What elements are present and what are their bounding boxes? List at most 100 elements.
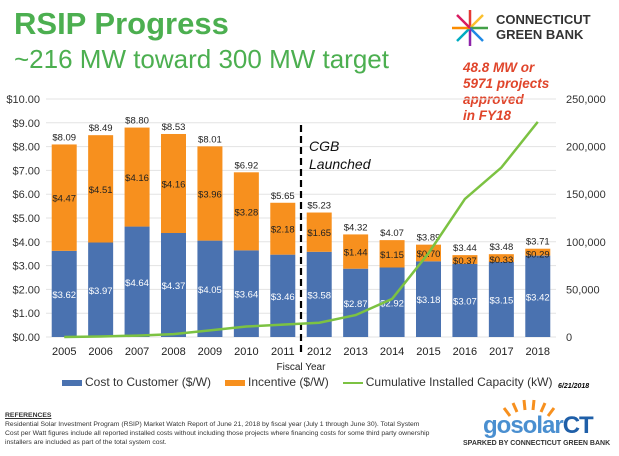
legend-item-incentive: Incentive ($/W)	[225, 375, 329, 389]
incentive-data-label: $0.37	[453, 256, 477, 267]
chart-legend: Cost to Customer ($/W) Incentive ($/W) C…	[62, 375, 552, 389]
bar-incentive	[197, 146, 223, 241]
y-tick-label: $0.00	[12, 332, 40, 344]
total-data-label: $8.53	[162, 122, 186, 133]
incentive-data-label: $1.65	[307, 228, 331, 239]
x-tick-label: 2017	[489, 346, 513, 358]
legend-label: Cost to Customer ($/W)	[85, 375, 212, 389]
cost-data-label: $4.05	[198, 285, 222, 296]
legend-swatch	[62, 379, 82, 386]
x-tick-label: 2018	[526, 346, 550, 358]
y-tick-label: $4.00	[12, 237, 40, 249]
connecticut-green-bank-logo: CONNECTICUT GREEN BANK	[450, 8, 610, 48]
legend-label: Cumulative Installed Capacity (kW)	[365, 375, 553, 389]
references-text: Residential Solar Investment Program (RS…	[5, 421, 430, 446]
bar-incentive	[488, 254, 514, 263]
y2-tick-label: 0	[566, 332, 572, 344]
incentive-data-label: $4.51	[89, 185, 113, 196]
cost-data-label: $2.92	[380, 298, 404, 309]
total-data-label: $5.23	[307, 201, 331, 212]
x-tick-label: 2011	[271, 346, 295, 358]
x-tick-label: 2015	[416, 346, 440, 358]
cost-data-label: $3.42	[526, 292, 550, 303]
bar-cost	[88, 242, 114, 337]
capacity-line	[64, 121, 539, 339]
y-tick-label: $3.00	[12, 261, 40, 273]
incentive-data-label: $4.16	[125, 173, 149, 184]
total-data-label: $3.48	[489, 242, 513, 253]
y-tick-label: $6.00	[12, 189, 40, 201]
total-data-label: $6.92	[234, 160, 258, 171]
y-tick-label: $2.00	[12, 284, 40, 296]
cost-data-label: $3.15	[489, 296, 513, 307]
y2-tick-label: 200,000	[566, 142, 606, 154]
cost-data-label: $3.62	[52, 290, 76, 301]
y-tick-label: $1.00	[12, 308, 40, 320]
rsip-chart: $0.00 $1.00 $2.00 $3.00 $4.00 $5.00 $6.00 $7.00…	[6, 94, 606, 373]
y2-tick-label: 250,000	[566, 94, 606, 106]
annotation-line: in FY18	[463, 108, 512, 123]
gosolar-ct-logo: gosolarCT SPARKED BY CONNECTICUT GREEN B…	[455, 396, 615, 452]
legend-label: Incentive ($/W)	[248, 375, 329, 389]
y2-tick-label: 50,000	[566, 284, 600, 296]
annotation-line: 5971 projects	[463, 76, 550, 91]
y2-tick-label: 150,000	[566, 189, 606, 201]
bar-incentive	[233, 172, 259, 251]
total-data-label: $3.44	[453, 243, 477, 254]
x-tick-label: 2014	[380, 346, 404, 358]
bar-incentive	[270, 202, 296, 255]
y-tick-label: $9.00	[12, 118, 40, 130]
marker-label: CGB	[309, 138, 339, 154]
incentive-data-label: $3.96	[198, 189, 222, 200]
legend-swatch	[342, 381, 363, 384]
cost-data-label: $4.37	[162, 281, 186, 292]
annotation-line: 48.8 MW or	[463, 60, 535, 75]
incentive-data-label: $1.44	[344, 248, 368, 259]
cost-data-label: $3.07	[453, 296, 477, 307]
bar-incentive	[452, 255, 478, 264]
cost-data-label: $3.97	[89, 286, 113, 297]
bar-cost	[161, 232, 186, 337]
bar-cost	[416, 261, 441, 337]
bar-incentive	[306, 212, 332, 252]
y-tick-label: $7.00	[12, 165, 40, 177]
x-tick-label: 2012	[307, 346, 331, 358]
x-tick-label: 2010	[234, 346, 258, 358]
cost-data-label: $2.87	[344, 299, 368, 310]
legend-item-capacity: Cumulative Installed Capacity (kW)	[342, 375, 553, 389]
total-data-label: $5.65	[271, 191, 295, 202]
marker-label: Launched	[309, 156, 372, 172]
starburst-icon	[452, 10, 488, 46]
x-tick-label: 2013	[343, 346, 367, 358]
fy18-annotation: 48.8 MW or 5971 projects approved in FY1…	[463, 60, 549, 124]
bar-cost	[488, 262, 514, 337]
report-date: 6/21/2018	[558, 383, 590, 390]
ct-text: CT	[562, 412, 594, 439]
bar-incentive	[343, 234, 369, 269]
x-tick-label: 2005	[52, 346, 76, 358]
incentive-data-label: $0.33	[489, 255, 513, 266]
y-tick-label: $10.00	[6, 94, 40, 106]
bar-cost	[452, 263, 478, 337]
cost-data-label: $3.64	[234, 290, 258, 301]
x-axis-label: Fiscal Year	[277, 362, 327, 373]
incentive-data-label: $2.18	[271, 225, 295, 236]
references-heading: REFERENCES	[5, 412, 52, 419]
legend-item-cost: Cost to Customer ($/W)	[62, 375, 211, 389]
bar-incentive	[88, 135, 114, 243]
bar-incentive	[525, 248, 551, 256]
gosolar-text: gosolar	[483, 412, 564, 439]
cost-data-label: $3.18	[417, 295, 441, 306]
x-tick-label: 2016	[453, 346, 477, 358]
total-data-label: $4.07	[380, 228, 404, 239]
bar-incentive	[51, 144, 77, 251]
bar-incentive	[379, 240, 405, 268]
references: REFERENCES Residential Solar Investment …	[5, 411, 435, 447]
bar-cost	[525, 255, 551, 337]
page-title: RSIP Progress	[14, 6, 229, 41]
total-data-label: $8.01	[198, 134, 222, 145]
total-data-label: $8.80	[125, 116, 149, 127]
page-subtitle: ~216 MW toward 300 MW target	[14, 44, 389, 74]
logo-text-line1: CONNECTICUT	[496, 12, 591, 27]
total-data-label: $8.09	[52, 132, 76, 143]
